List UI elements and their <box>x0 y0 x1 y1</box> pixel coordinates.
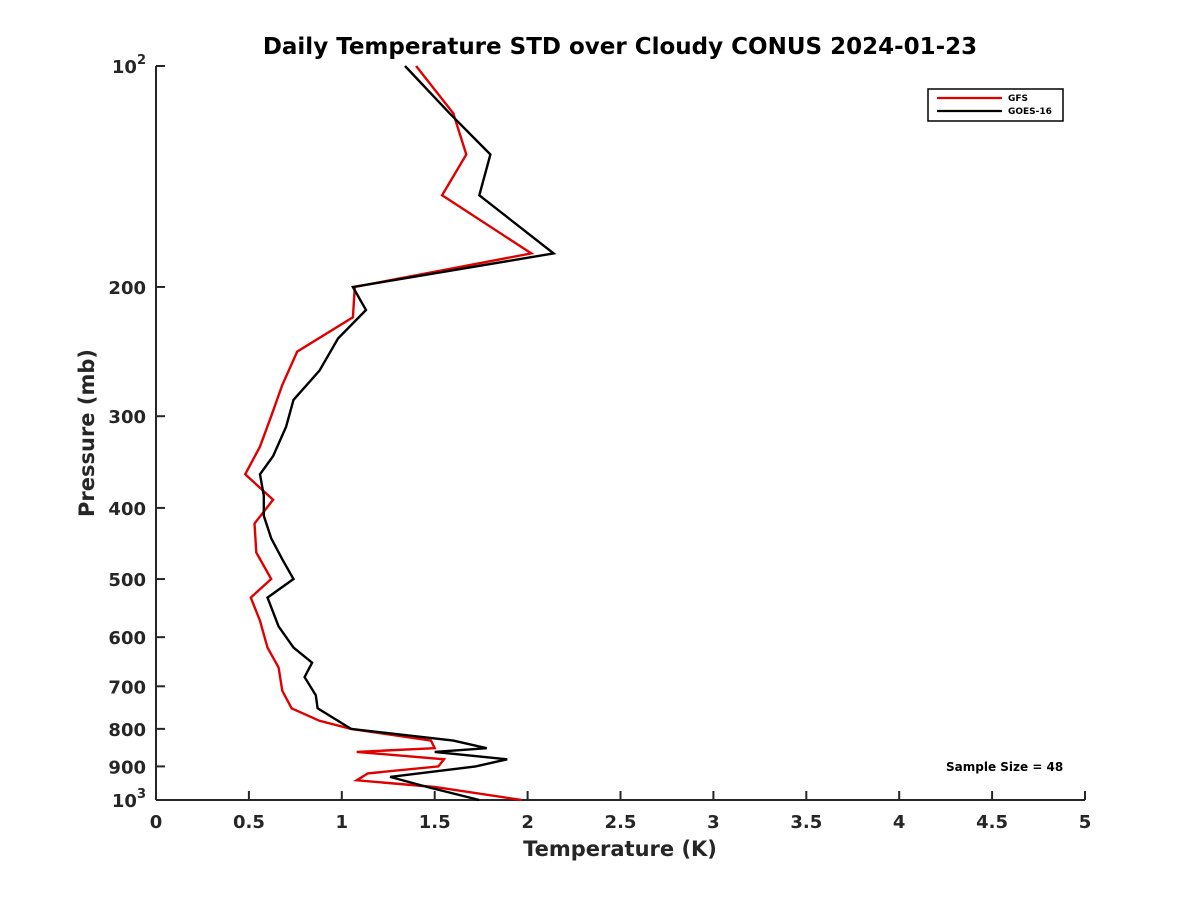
legend-label-gfs: GFS <box>1008 94 1028 104</box>
y-axis-label: Pressure (mb) <box>75 349 99 517</box>
x-axis-label: Temperature (K) <box>523 837 717 861</box>
y-tick-label: 102 <box>112 53 146 78</box>
x-tick-label: 4.5 <box>976 812 1008 833</box>
y-tick-label: 900 <box>108 757 146 778</box>
y-tick-label: 200 <box>108 278 146 299</box>
y-tick-label: 500 <box>108 570 146 591</box>
y-tick-label: 300 <box>108 407 146 428</box>
series-line-gfs <box>243 65 535 802</box>
y-tick-label: 600 <box>108 628 146 649</box>
x-tick-label: 1 <box>336 812 349 833</box>
series-line-goes16 <box>258 65 557 802</box>
x-tick-label: 2.5 <box>605 812 637 833</box>
x-axis-ticks: 0 0.5 1 1.5 2 2.5 3 3.5 4 4.5 5 <box>150 791 1092 833</box>
x-tick-label: 0 <box>150 812 163 833</box>
plot-area: 0 0.5 1 1.5 2 2.5 3 3.5 4 4.5 5 102200300400500600… <box>108 53 1091 833</box>
x-tick-label: 0.5 <box>233 812 265 833</box>
y-tick-label: 400 <box>108 499 146 520</box>
x-tick-label: 2 <box>521 812 534 833</box>
y-tick-label-base: 10 <box>112 57 137 78</box>
y-tick-label: 103 <box>112 787 146 812</box>
legend-box <box>927 88 1064 122</box>
y-tick-label-exponent: 2 <box>137 53 146 68</box>
x-tick-label: 5 <box>1079 812 1092 833</box>
x-tick-label: 1.5 <box>419 812 451 833</box>
x-tick-label: 3.5 <box>790 812 822 833</box>
y-tick-label-base: 10 <box>112 791 137 812</box>
sample-size-annotation: Sample Size = 48 <box>946 760 1063 774</box>
y-tick-label-exponent: 3 <box>137 787 146 802</box>
legend: GFS GOES-16 <box>927 88 1064 122</box>
legend-label-goes16: GOES-16 <box>1008 107 1052 117</box>
y-tick-label: 700 <box>108 677 146 698</box>
series-layer <box>243 65 557 802</box>
x-tick-label: 3 <box>707 812 720 833</box>
y-tick-label: 800 <box>108 720 146 741</box>
chart-title: Daily Temperature STD over Cloudy CONUS … <box>263 34 977 60</box>
x-tick-label: 4 <box>893 812 906 833</box>
